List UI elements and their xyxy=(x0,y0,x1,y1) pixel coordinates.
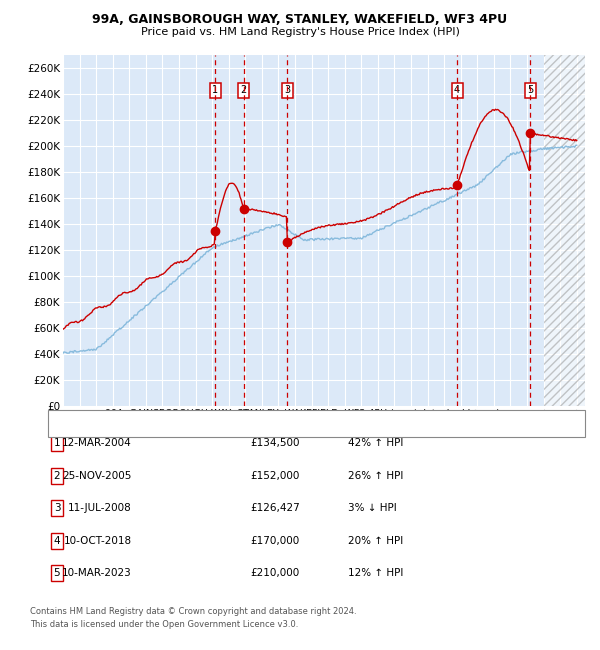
Text: 4: 4 xyxy=(53,536,61,546)
Text: This data is licensed under the Open Government Licence v3.0.: This data is licensed under the Open Gov… xyxy=(30,620,298,629)
Text: 1: 1 xyxy=(53,438,61,448)
Text: 3: 3 xyxy=(284,85,290,96)
Text: 20% ↑ HPI: 20% ↑ HPI xyxy=(348,536,403,546)
Text: 5: 5 xyxy=(527,85,533,96)
Text: 2: 2 xyxy=(241,85,247,96)
Text: 3: 3 xyxy=(53,503,61,514)
Text: 2: 2 xyxy=(53,471,61,481)
Text: £134,500: £134,500 xyxy=(251,438,300,448)
Text: 99A, GAINSBOROUGH WAY, STANLEY, WAKEFIELD, WF3 4PU: 99A, GAINSBOROUGH WAY, STANLEY, WAKEFIEL… xyxy=(92,13,508,26)
Text: 3% ↓ HPI: 3% ↓ HPI xyxy=(348,503,397,514)
Text: 4: 4 xyxy=(454,85,460,96)
Text: 25-NOV-2005: 25-NOV-2005 xyxy=(62,471,132,481)
Bar xyxy=(544,55,585,406)
Text: £126,427: £126,427 xyxy=(250,503,300,514)
Text: 11-JUL-2008: 11-JUL-2008 xyxy=(68,503,132,514)
Text: 1: 1 xyxy=(212,85,218,96)
Text: 99A, GAINSBOROUGH WAY, STANLEY, WAKEFIELD, WF3 4PU (semi-detached house): 99A, GAINSBOROUGH WAY, STANLEY, WAKEFIEL… xyxy=(105,409,500,418)
Text: Contains HM Land Registry data © Crown copyright and database right 2024.: Contains HM Land Registry data © Crown c… xyxy=(30,607,356,616)
Text: 5: 5 xyxy=(53,568,61,578)
Text: 12% ↑ HPI: 12% ↑ HPI xyxy=(348,568,403,578)
Text: £152,000: £152,000 xyxy=(251,471,300,481)
Text: 12-MAR-2004: 12-MAR-2004 xyxy=(62,438,132,448)
Text: 10-MAR-2023: 10-MAR-2023 xyxy=(62,568,132,578)
Text: 42% ↑ HPI: 42% ↑ HPI xyxy=(348,438,403,448)
Text: £170,000: £170,000 xyxy=(251,536,300,546)
Text: HPI: Average price, semi-detached house, Wakefield: HPI: Average price, semi-detached house,… xyxy=(105,428,353,437)
Text: 26% ↑ HPI: 26% ↑ HPI xyxy=(348,471,403,481)
Text: Price paid vs. HM Land Registry's House Price Index (HPI): Price paid vs. HM Land Registry's House … xyxy=(140,27,460,37)
Text: £210,000: £210,000 xyxy=(251,568,300,578)
Text: 10-OCT-2018: 10-OCT-2018 xyxy=(64,536,132,546)
